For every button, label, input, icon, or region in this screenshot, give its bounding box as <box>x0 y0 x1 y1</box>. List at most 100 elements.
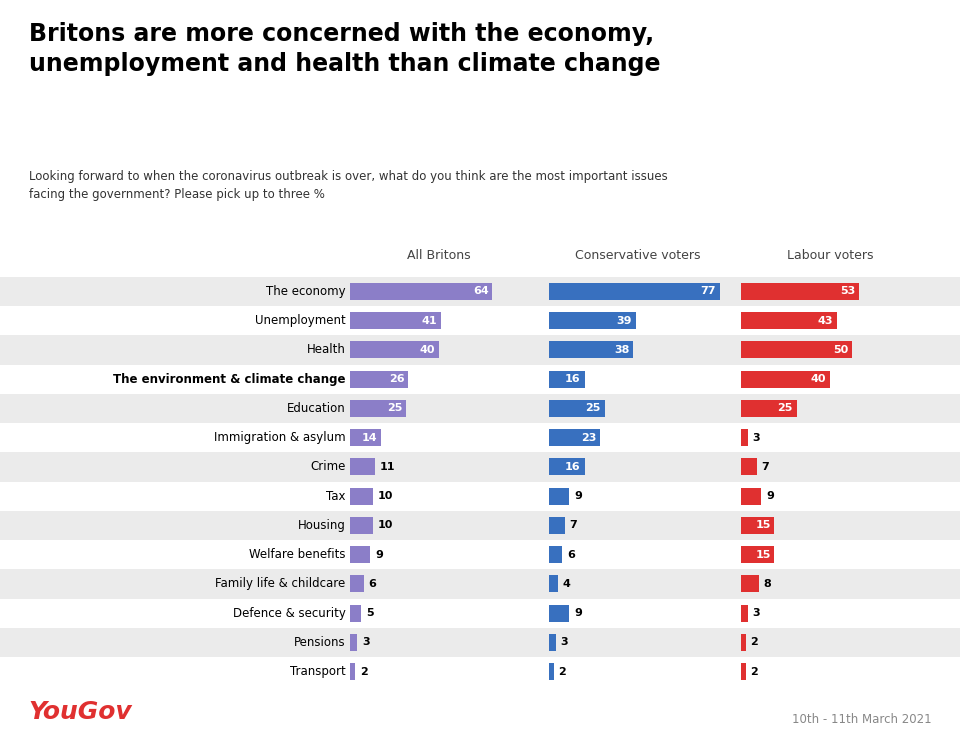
Text: 6: 6 <box>369 579 376 589</box>
Bar <box>0 365 960 394</box>
Text: 3: 3 <box>753 432 760 443</box>
Bar <box>549 604 569 621</box>
Bar <box>549 576 558 593</box>
Bar <box>741 370 829 387</box>
Text: 4: 4 <box>563 579 570 589</box>
Text: 3: 3 <box>561 638 568 647</box>
Bar <box>350 663 355 680</box>
Bar <box>0 452 960 481</box>
Text: 50: 50 <box>833 345 849 355</box>
Text: Conservative voters: Conservative voters <box>575 249 701 262</box>
Text: 3: 3 <box>362 638 370 647</box>
Bar <box>549 370 585 387</box>
Bar <box>549 663 554 680</box>
Text: 2: 2 <box>751 638 758 647</box>
Text: Looking forward to when the coronavirus outbreak is over, what do you think are : Looking forward to when the coronavirus … <box>29 170 667 201</box>
Bar <box>350 400 406 417</box>
Bar <box>0 511 960 540</box>
Bar <box>741 312 836 329</box>
Text: 64: 64 <box>473 286 489 297</box>
Text: 9: 9 <box>766 492 774 501</box>
Text: 77: 77 <box>701 286 716 297</box>
Bar <box>350 634 357 651</box>
Bar <box>0 628 960 657</box>
Bar <box>0 599 960 628</box>
Text: 26: 26 <box>389 374 404 384</box>
Text: Housing: Housing <box>298 519 346 532</box>
Bar <box>741 400 797 417</box>
Text: 16: 16 <box>565 462 581 472</box>
Bar <box>350 517 372 534</box>
Bar <box>0 657 960 686</box>
Text: 14: 14 <box>362 432 377 443</box>
Text: The environment & climate change: The environment & climate change <box>113 373 346 386</box>
Text: 6: 6 <box>567 550 575 559</box>
Text: Britons are more concerned with the economy,
unemployment and health than climat: Britons are more concerned with the econ… <box>29 22 660 76</box>
Bar <box>350 546 371 563</box>
Bar <box>0 481 960 511</box>
Text: Transport: Transport <box>290 665 346 678</box>
Bar <box>741 342 852 359</box>
Bar <box>350 312 442 329</box>
Bar <box>0 394 960 423</box>
Bar <box>549 400 605 417</box>
Text: 25: 25 <box>586 404 601 413</box>
Bar <box>0 540 960 569</box>
Bar <box>741 576 758 593</box>
Bar <box>741 430 748 446</box>
Text: Crime: Crime <box>310 461 346 473</box>
Bar <box>0 569 960 599</box>
Bar <box>741 517 775 534</box>
Text: Unemployment: Unemployment <box>254 314 346 327</box>
Text: 11: 11 <box>379 462 396 472</box>
Bar <box>549 430 600 446</box>
Bar <box>350 430 381 446</box>
Text: 53: 53 <box>840 286 855 297</box>
Text: YouGov: YouGov <box>29 700 132 724</box>
Bar <box>549 283 720 300</box>
Bar <box>350 604 362 621</box>
Text: 10: 10 <box>377 520 393 531</box>
Text: 7: 7 <box>761 462 769 472</box>
Bar <box>350 576 364 593</box>
Text: Tax: Tax <box>326 490 346 503</box>
Text: 23: 23 <box>581 432 596 443</box>
Text: Defence & security: Defence & security <box>232 607 346 620</box>
Bar <box>741 488 761 505</box>
Bar <box>350 370 408 387</box>
Text: Health: Health <box>307 343 346 356</box>
Text: 16: 16 <box>565 374 581 384</box>
Text: 15: 15 <box>756 550 771 559</box>
Bar <box>741 604 748 621</box>
Text: 41: 41 <box>422 316 438 325</box>
Text: 3: 3 <box>753 608 760 618</box>
Text: 39: 39 <box>616 316 632 325</box>
Text: 2: 2 <box>360 666 368 677</box>
Bar <box>549 458 585 475</box>
Bar <box>549 488 569 505</box>
Text: 8: 8 <box>764 579 772 589</box>
Text: The economy: The economy <box>266 285 346 298</box>
Bar <box>350 488 372 505</box>
Bar <box>549 546 563 563</box>
Text: Immigration & asylum: Immigration & asylum <box>214 431 346 444</box>
Text: Pensions: Pensions <box>294 636 346 649</box>
Text: 9: 9 <box>375 550 383 559</box>
Bar <box>549 634 556 651</box>
Bar <box>350 342 439 359</box>
Bar <box>741 546 775 563</box>
Text: 10: 10 <box>377 492 393 501</box>
Text: 15: 15 <box>756 520 771 531</box>
Bar <box>741 663 746 680</box>
Bar <box>741 458 756 475</box>
Text: 40: 40 <box>810 374 826 384</box>
Text: 9: 9 <box>574 608 582 618</box>
Text: 43: 43 <box>817 316 832 325</box>
Text: All Britons: All Britons <box>407 249 471 262</box>
Text: 2: 2 <box>559 666 566 677</box>
Text: Education: Education <box>287 402 346 415</box>
Bar <box>549 517 564 534</box>
Text: 5: 5 <box>367 608 374 618</box>
Text: 7: 7 <box>569 520 577 531</box>
Text: 2: 2 <box>751 666 758 677</box>
